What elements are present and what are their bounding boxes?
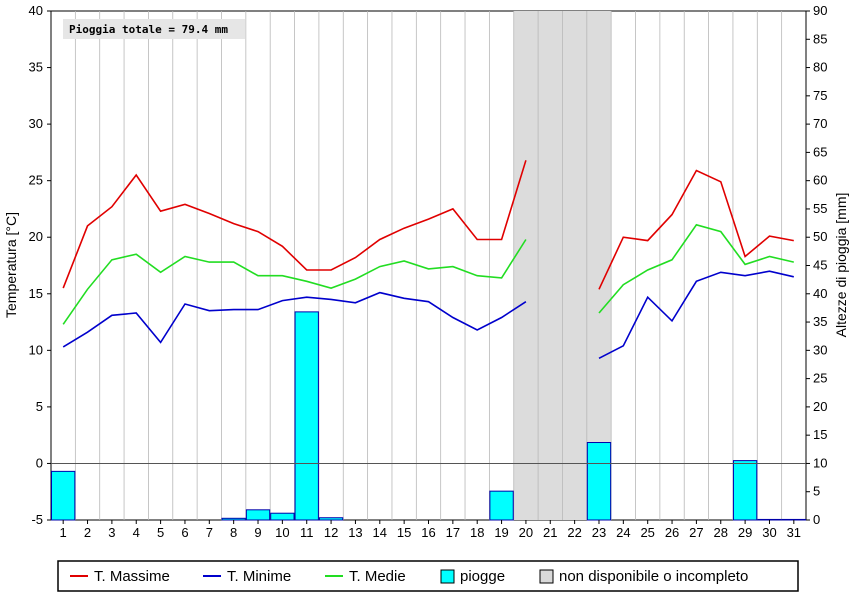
y-right-tick-label: 15 [813,427,827,442]
x-tick-label: 31 [787,525,801,540]
y-right-tick-label: 70 [813,116,827,131]
x-tick-label: 26 [665,525,679,540]
series-line-t-medie [62,223,794,325]
y-left-tick-label: -5 [31,512,43,527]
x-tick-label: 15 [397,525,411,540]
x-tick-label: 21 [543,525,557,540]
y-right-tick-label: 45 [813,258,827,273]
x-tick-label: 16 [421,525,435,540]
y-left-tick-label: 35 [29,60,43,75]
y-left-tick-label: 40 [29,3,43,18]
x-tick-label: 30 [762,525,776,540]
y-right-tick-label: 75 [813,88,827,103]
rain-total-annotation: Pioggia totale = 79.4 mm [69,23,228,36]
rain-bar-day-11 [294,311,319,521]
x-tick-label: 29 [738,525,752,540]
unavailable-day-22 [562,11,587,520]
rain-bar-day-30 [757,518,782,521]
y-right-tick-label: 30 [813,342,827,357]
x-tick-label: 11 [300,525,314,540]
x-tick-label: 24 [616,525,630,540]
y-right-tick-label: 55 [813,201,827,216]
y-right-tick-label: 0 [813,512,820,527]
rain-bar-day-10 [270,512,295,521]
annotation-box: Pioggia totale = 79.4 mm [63,19,245,39]
y-left-tick-label: 10 [29,342,43,357]
legend-frame [57,560,799,592]
x-tick-label: 10 [275,525,289,540]
series-line-t-minime [62,270,794,360]
legend-swatch-3 [440,569,455,584]
x-tick-label: 12 [324,525,338,540]
rain-bar-day-9 [245,509,271,521]
rain-bar-day-23 [586,442,612,521]
x-tick-label: 8 [230,525,237,540]
temperature-lines [62,160,794,360]
rain-bar-day-31 [781,518,806,521]
x-tick-label: 27 [689,525,703,540]
y-left-tick-label: 30 [29,116,43,131]
legend-label-3: piogge [460,568,505,585]
y-left-tick-label: 15 [29,286,43,301]
y-axis-left-label: Temperatura [°C] [3,212,19,318]
y-right-tick-label: 40 [813,286,827,301]
x-tick-label: 4 [133,525,140,540]
y-right-tick-label: 35 [813,314,827,329]
x-tick-label: 1 [60,525,67,540]
x-tick-label: 6 [181,525,188,540]
x-tick-label: 18 [470,525,484,540]
y-right-tick-label: 10 [813,455,827,470]
y-left-tick-label: 0 [36,455,43,470]
legend-label-4: non disponibile o incompleto [559,568,748,585]
rain-bar-day-29 [732,460,758,521]
x-tick-label: 5 [157,525,164,540]
y-right-tick-label: 25 [813,371,827,386]
unavailable-day-20 [513,11,539,520]
y-right-tick-label: 90 [813,3,827,18]
unavailable-shade [513,11,612,520]
x-tick-label: 25 [640,525,654,540]
x-tick-label: 17 [446,525,460,540]
rain-bar-day-1 [51,470,76,521]
x-tick-label: 22 [567,525,581,540]
legend-label-0: T. Massime [94,568,170,585]
unavailable-day-21 [538,11,563,520]
y-right-tick-label: 50 [813,229,827,244]
x-tick-label: 13 [348,525,362,540]
rain-bar-day-8 [221,517,246,521]
legend-label-1: T. Minime [227,568,291,585]
x-tick-label: 2 [84,525,91,540]
x-tick-label: 3 [108,525,115,540]
y-axis-right-label: Altezze di pioggia [mm] [833,193,849,338]
legend-label-2: T. Medie [349,568,406,585]
x-tick-label: 23 [592,525,606,540]
series-line-t-massime [62,160,794,290]
legend: T. Massime T. Minime T. Medie piogge non dis… [57,560,799,592]
plot-area [50,10,807,521]
x-tick-label: 28 [714,525,728,540]
unavailable-day-23 [586,11,612,520]
y-right-tick-label: 65 [813,144,827,159]
y-right-tick-label: 60 [813,173,827,188]
axis-ticks: -505101520253035400510152025303540455055… [29,3,828,540]
legend-swatch-4 [539,569,554,584]
rain-bar-day-12 [318,517,344,521]
rain-bars [51,311,806,521]
x-tick-label: 7 [206,525,213,540]
rain-bar-day-19 [489,490,514,521]
x-tick-label: 20 [519,525,533,540]
y-right-tick-label: 20 [813,399,827,414]
x-tick-label: 19 [494,525,508,540]
x-tick-label: 9 [254,525,261,540]
y-left-tick-label: 5 [36,399,43,414]
y-right-tick-label: 85 [813,31,827,46]
y-left-tick-label: 20 [29,229,43,244]
y-right-tick-label: 5 [813,484,820,499]
y-left-tick-label: 25 [29,173,43,188]
y-right-tick-label: 80 [813,60,827,75]
x-tick-label: 14 [373,525,387,540]
